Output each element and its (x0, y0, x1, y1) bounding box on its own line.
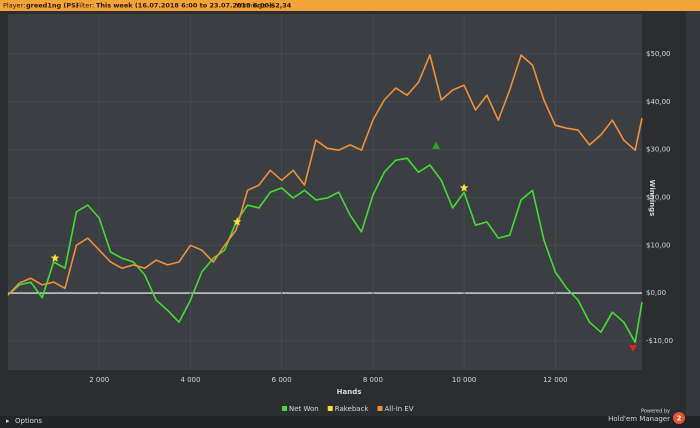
legend-label: Net Won (289, 405, 319, 413)
options-button[interactable]: Options (15, 417, 42, 425)
filter-label: Filter: (76, 2, 94, 10)
x-axis-label: Hands (337, 388, 362, 396)
x-tick-label: 4 000 (180, 376, 200, 384)
marker (50, 253, 60, 262)
marker (432, 141, 441, 149)
options-arrow: ▸ (6, 417, 10, 425)
y-tick-label: $30,00 (646, 146, 671, 154)
marker (232, 217, 242, 226)
legend-label: Rakeback (335, 405, 370, 413)
side-strip (686, 11, 700, 416)
legend-swatch (377, 406, 383, 411)
header-bg (0, 0, 700, 11)
y-tick-label: $20,00 (646, 193, 671, 201)
legend-swatch (327, 406, 333, 411)
series-line (7, 54, 643, 296)
x-tick-label: 12 000 (543, 376, 568, 384)
y-tick-label: -$10,00 (646, 337, 673, 345)
filter: This week (16.07.2018 6:00 to 23.07.2018… (96, 2, 272, 10)
x-tick-label: 10 000 (452, 376, 477, 384)
y-tick-label: $0,00 (646, 289, 666, 297)
player-label: Player: (3, 2, 25, 10)
y-tick-label: $40,00 (646, 98, 671, 106)
logo-version: 2 (677, 415, 682, 423)
plot-area (8, 14, 642, 370)
y-tick-label: $50,00 (646, 50, 671, 58)
header-bar: Player: greed1ng (PS) Filter: This week … (0, 0, 700, 11)
powered-by: Powered by (641, 409, 670, 415)
winnings-label: Winnings: (236, 2, 268, 10)
legend-swatch (282, 406, 287, 411)
plot: -$10,00 $0,00 $10,00 $20,00 $30,00 $40,00 $50,… (7, 14, 673, 384)
player: greed1ng (PS) (26, 2, 79, 10)
logo (673, 412, 685, 424)
product-name: Hold'em Manager (608, 415, 670, 423)
series-line (7, 157, 643, 344)
x-tick-label: 8 000 (363, 376, 383, 384)
legend-label: All-In EV (385, 405, 414, 413)
legend: Net Won Rakeback All-In EV (282, 405, 414, 413)
y-tick-label: $10,00 (646, 241, 671, 249)
winnings: -$2,34 (268, 2, 292, 10)
y-axis-label: Winnings (648, 180, 656, 217)
x-tick-label: 2 000 (89, 376, 109, 384)
x-tick-label: 6 000 (272, 376, 292, 384)
marker (459, 183, 469, 192)
marker (629, 345, 638, 353)
footer-bar (0, 416, 700, 428)
